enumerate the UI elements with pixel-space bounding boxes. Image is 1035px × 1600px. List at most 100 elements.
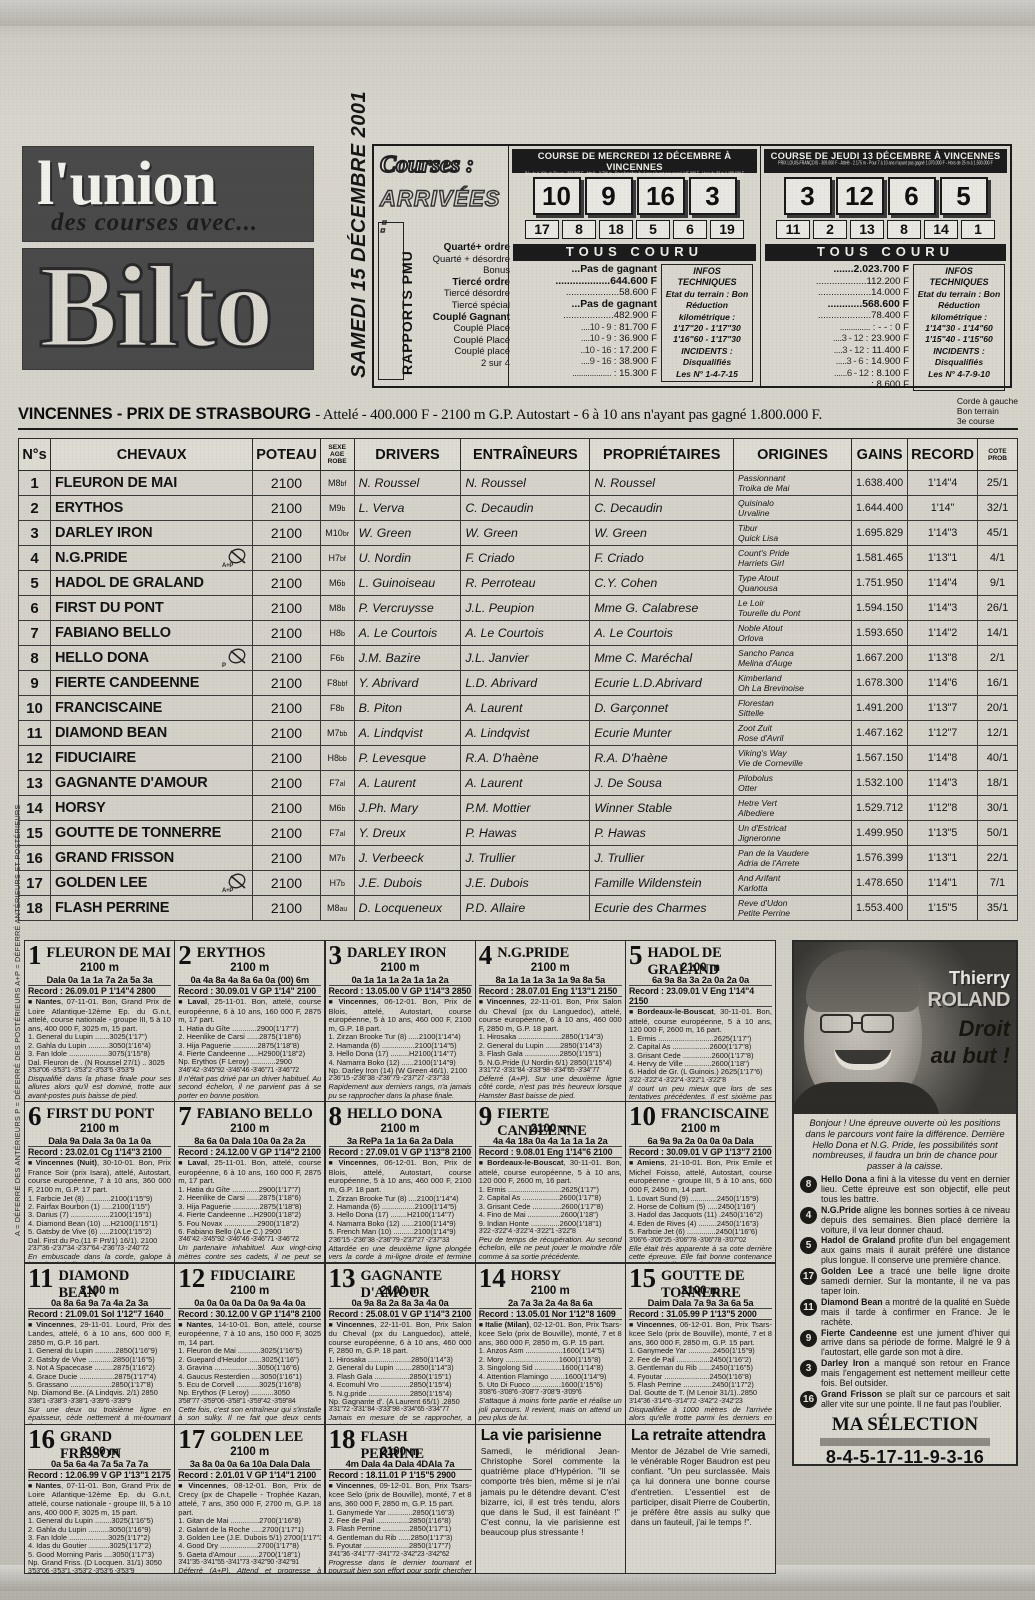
table-row[interactable]: 5 HADOL DE GRALAND 2100 M6b L. Guinoisea… — [18, 570, 1018, 596]
form-card[interactable]: 13 Gagnante d'Amour 2100 m 0a 9a 8a 2a 8… — [324, 1262, 476, 1425]
card-result-line: 3. Fan Idole ...................3025(1'1… — [28, 1533, 150, 1542]
race-title-bar: VINCENNES - PRIX DE STRASBOURG - Attelé … — [18, 396, 1018, 430]
card-record: Record : 25.08.01 V GP 1'14"3 2100 — [328, 1308, 472, 1320]
cell-number: 5 — [18, 570, 51, 596]
card-music: 0a 0a 0a 0a Da 0a 9a 4a 0a — [178, 1297, 322, 1309]
card-horse-name: Franciscaine — [661, 1106, 769, 1123]
result-number: 6 — [887, 177, 936, 215]
form-card[interactable]: 5 Hadol de Graland 2100 m 6a 9a 8a 3a 2a… — [625, 940, 776, 1102]
card-header: 6 First du Pont — [28, 1103, 171, 1130]
form-card[interactable]: 15 Goutte de Tonnerre 2100 m Daim Dala 7… — [625, 1262, 776, 1425]
card-result-line: 1. Anzos Asm ..................1600(1'14… — [478, 1347, 605, 1356]
table-row[interactable]: 9 FIERTE CANDEENNE 2100 F8bbf Y. Abrivar… — [18, 670, 1018, 696]
cell-horse: HADOL DE GRALAND — [49, 570, 254, 596]
form-card[interactable]: 14 Horsy 2100 m 2a 7a 3a 2a 4a 8a 6a Rec… — [474, 1262, 626, 1425]
table-row[interactable]: 7 FABIANO BELLO 2100 H8b A. Le Courtois … — [18, 620, 1018, 646]
table-row[interactable]: 1 FLEURON DE MAI 2100 M8bf N. Roussel N.… — [18, 470, 1018, 496]
payout-line: ....................58.600 F — [565, 287, 657, 298]
table-row[interactable]: 14 HORSY 2100 M6b J.Ph. Mary P.M. Mottie… — [18, 795, 1018, 821]
form-card[interactable]: 1 Fleuron de Mai 2100 m Dala 0a 1a 1a 7a… — [24, 940, 175, 1102]
table-row[interactable]: 18 FLASH PERRINE 2100 M8au D. Locqueneux… — [18, 895, 1018, 921]
th-robe: ROBE — [327, 458, 347, 465]
cell-horse: FLASH PERRINE — [49, 895, 254, 921]
card-result-line: 2. Guepard d'Heudor ......3025(1'16") — [178, 1355, 300, 1364]
form-card[interactable]: 18 Flash Perrine 2100 m 4m Dala 4a Dala … — [324, 1423, 476, 1574]
card-distance: 2100 m — [380, 962, 420, 974]
table-row[interactable]: 15 GOUTTE DE TONNERRE 2100 F7al Y. Dreux… — [18, 820, 1018, 846]
table-row[interactable]: 13 GAGNANTE D'AMOUR 2100 F7al A. Laurent… — [18, 770, 1018, 796]
cell-sexe-age-robe: M8bf — [319, 470, 355, 496]
card-music: 0a 8a 6a 9a 7a 4a 2a 3a — [28, 1297, 171, 1309]
card-result-line: 4. Fierte Candeenne .....H2900(1'18"2) — [178, 1050, 306, 1058]
card-record: Record : 28.07.01 Eng 1'13"1 2150 — [478, 986, 622, 997]
card-racetrack: Vincennes — [329, 997, 377, 1006]
card-race-desc: Bordeaux-le-Bouscat, 30-11-01. Bon, atte… — [479, 1158, 622, 1186]
card-number: 12 — [178, 1262, 206, 1293]
card-comment: Rapidement aux derniers rangs, n'a jamai… — [328, 1082, 472, 1100]
deferre-legend: A = DÉFERRÉ DES ANTÉRIEURS P = DÉFERRÉ D… — [2, 770, 22, 1240]
cell-origines: Viking's Way Vie de Corneville — [733, 745, 853, 771]
card-result-line: 1. Gitan de Mai ..............2700(1'16"… — [178, 1517, 302, 1526]
form-card[interactable]: 17 Golden Lee 2100 m 3a 8a 0a 0a 6a 10a … — [174, 1423, 326, 1574]
card-result-line: 1. Fleuron de Mai ...........3025(1'16"5… — [178, 1347, 303, 1356]
cell-record: 1'12"8 — [907, 795, 978, 821]
table-row[interactable]: 16 GRAND FRISSON 2100 M7b J. Verbeeck J.… — [18, 845, 1018, 871]
card-comment: Elle était très apparente à sa cote derr… — [629, 1243, 772, 1262]
table-row[interactable]: 12 FIDUCIAIRE 2100 H8bb P. Levesque R.A.… — [18, 745, 1018, 771]
arrivees-left: Courses : ARRIVÉES : RAPPORTS PMU Quarté… — [374, 146, 510, 386]
card-comment: Déferré (A+P). Sur une deuxième ligne cô… — [478, 1074, 622, 1100]
table-row[interactable]: 10 FRANCISCAINE 2100 F8b B. Piton A. Lau… — [18, 695, 1018, 721]
cell-number: 4 — [18, 545, 51, 571]
card-results: 1. Hirosaka .....................2850(1'… — [329, 1356, 472, 1406]
cell-horse: FLEURON DE MAI — [49, 470, 254, 496]
form-card[interactable]: 9 Fierte Candeenne 2100 m 4a 4a 18a 0a 4… — [474, 1101, 626, 1264]
card-comment: Sur une deux ou troisième ligne en épais… — [28, 1404, 171, 1424]
table-row[interactable]: 2 ERYTHOS 2100 M9b L. Verva C. Decaudin … — [18, 495, 1018, 521]
selection-pick: 4 N.G.Pride aligne les bonnes sorties à … — [794, 1205, 1016, 1236]
table-row[interactable]: 11 DIAMOND BEAN 2100 M7bb A. Lindqvist A… — [18, 720, 1018, 746]
card-header: 15 Goutte de Tonnerre — [629, 1264, 772, 1301]
cell-horse: DIAMOND BEAN — [49, 720, 254, 746]
form-card[interactable]: 10 Franciscaine 2100 m 6a 9a 9a 2a 0a 0a… — [625, 1101, 776, 1264]
card-result-line: 4. Fino de Mai ................2600(1'18… — [478, 1211, 599, 1220]
cell-poteau: 2100 — [252, 470, 321, 496]
card-number: 3 — [328, 940, 343, 970]
card-racetrack: Bordeaux-le-Bouscat — [629, 1007, 714, 1016]
form-card[interactable]: 4 N.G.Pride 2100 m 8a 1a 1a 1a 3a 1a 9a … — [474, 940, 626, 1102]
card-comment: Peu de temps de récupération. Au second … — [478, 1235, 622, 1261]
pick-number: 11 — [800, 1298, 817, 1316]
table-row[interactable]: 3 DARLEY IRON 2100 M10br W. Green W. Gre… — [18, 520, 1018, 546]
cell-number: 3 — [18, 520, 51, 546]
form-card[interactable]: 11 Diamond Bean 2100 m 0a 8a 6a 9a 7a 4a… — [24, 1262, 175, 1425]
infos-title: INFOS TECHNIQUES — [929, 266, 989, 288]
card-times: 3'53"06 -3'53"1 -3'53"2 -3'53"6 -3'53"9 — [28, 1567, 135, 1574]
card-record: Record : 30.12.00 V GP 1'14"8 2100 — [178, 1308, 322, 1320]
form-card[interactable]: 12 Fiduciaire 2100 m 0a 0a 0a 0a Da 0a 9… — [174, 1262, 326, 1425]
smile-shape — [834, 1050, 892, 1070]
table-row[interactable]: 4 N.G.PRIDE A+P 2100 H7bf U. Nordin F. C… — [18, 545, 1018, 571]
table-row[interactable]: 8 HELLO DONA P 2100 F6b J.M. Bazire J.L.… — [18, 645, 1018, 671]
form-card[interactable]: 3 Darley Iron 2100 m 0a 1a 1a 1a 2a 1a 1… — [324, 940, 476, 1102]
table-row[interactable]: 6 FIRST DU PONT 2100 M8b P. Vercruysse J… — [18, 595, 1018, 621]
card-racetrack: Nantes — [178, 1320, 211, 1329]
cell-sexe-age-robe: H7bf — [319, 545, 355, 571]
cell-sexe-age-robe: H7b — [319, 870, 355, 896]
form-card[interactable]: 16 Grand Frisson 2100 m 0a 5a 6a 4a 7a 5… — [24, 1423, 175, 1574]
card-results: 1. General du Lupin ........3025(1'16"5)… — [28, 1517, 171, 1567]
form-card[interactable]: 2 Erythos 2100 m 0a 4a 8a 4a 8a 6a 0a (0… — [174, 940, 326, 1102]
table-row[interactable]: 17 GOLDEN LEE A+P 2100 H7b J.E. Dubois J… — [18, 870, 1018, 896]
cell-owner: Ecurie Munter — [589, 720, 735, 746]
cell-record: 1'13"1 — [907, 545, 978, 571]
form-card[interactable]: 6 First du Pont 2100 m Dala 9a Dala 3a 0… — [24, 1101, 175, 1264]
cell-horse: FABIANO BELLO — [49, 620, 254, 646]
card-comment: Disqualifiée à 1000 mètres de l'arrivée … — [629, 1404, 772, 1424]
pick-horse: Hello Dona — [821, 1173, 868, 1184]
card-result-line: 3. Darius (7) ...................2100(1'… — [28, 1211, 152, 1220]
card-results: 1. General du Lupin ..........2850(1'16"… — [28, 1347, 171, 1397]
form-card[interactable]: 8 Hello Dona 2100 m 3a RePa 1a 1a 6a 2a … — [324, 1101, 476, 1264]
payout-line: ....3 - 12 : 11.400 F — [833, 344, 909, 356]
card-row: 16 Grand Frisson 2100 m 0a 5a 6a 4a 7a 5… — [24, 1423, 784, 1574]
pick-number: 16 — [800, 1391, 817, 1409]
card-racetrack: Vincennes — [479, 997, 525, 1006]
form-card[interactable]: 7 Fabiano Bello 2100 m 8a 6a 0a Dala 10a… — [174, 1101, 326, 1264]
